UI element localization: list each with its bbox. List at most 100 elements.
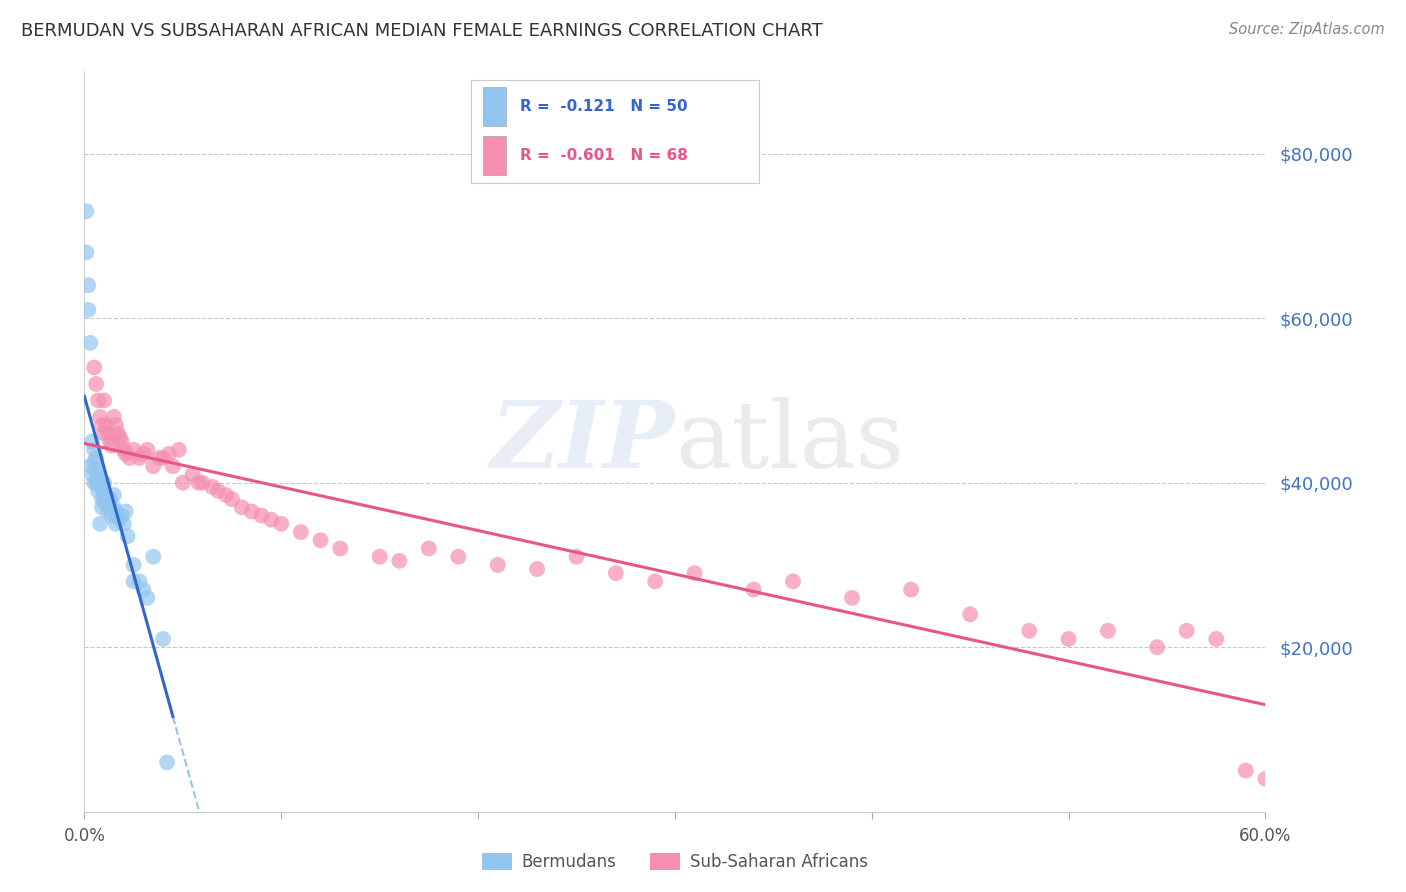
- Point: [250, 508, 273, 523]
- Point: [101, 439, 124, 453]
- Point: [1018, 624, 1040, 638]
- Point: [89, 471, 111, 485]
- Point: [181, 467, 204, 482]
- Point: [111, 508, 134, 523]
- Point: [94, 488, 117, 502]
- Point: [91, 418, 114, 433]
- Point: [91, 492, 114, 507]
- Point: [104, 504, 127, 518]
- Point: [83, 360, 105, 375]
- Point: [103, 488, 125, 502]
- Point: [959, 607, 981, 622]
- Point: [142, 549, 165, 564]
- Point: [207, 483, 229, 498]
- Point: [388, 554, 411, 568]
- Point: [84, 475, 107, 490]
- Point: [93, 393, 115, 408]
- Point: [94, 496, 117, 510]
- Point: [742, 582, 765, 597]
- Point: [108, 430, 131, 444]
- Point: [93, 475, 115, 490]
- Point: [1097, 624, 1119, 638]
- Point: [142, 459, 165, 474]
- Point: [87, 475, 110, 490]
- Point: [114, 504, 136, 518]
- Point: [132, 447, 155, 461]
- Point: [83, 442, 105, 457]
- Point: [231, 500, 253, 515]
- Point: [309, 533, 332, 548]
- Point: [101, 508, 124, 523]
- Point: [136, 591, 159, 605]
- Point: [87, 483, 110, 498]
- Point: [329, 541, 352, 556]
- Point: [107, 508, 129, 523]
- Point: [117, 529, 139, 543]
- Text: R =  -0.601   N = 68: R = -0.601 N = 68: [520, 148, 688, 162]
- Point: [104, 516, 127, 531]
- Text: Source: ZipAtlas.com: Source: ZipAtlas.com: [1229, 22, 1385, 37]
- Point: [84, 376, 107, 391]
- Text: BERMUDAN VS SUBSAHARAN AFRICAN MEDIAN FEMALE EARNINGS CORRELATION CHART: BERMUDAN VS SUBSAHARAN AFRICAN MEDIAN FE…: [21, 22, 823, 40]
- Point: [118, 450, 141, 465]
- Point: [1175, 624, 1198, 638]
- Point: [191, 475, 214, 490]
- Point: [114, 447, 136, 461]
- Text: atlas: atlas: [675, 397, 904, 486]
- Point: [108, 513, 131, 527]
- Point: [447, 549, 470, 564]
- Point: [97, 492, 120, 507]
- Point: [77, 302, 100, 317]
- Point: [841, 591, 863, 605]
- Point: [201, 480, 224, 494]
- Point: [1146, 640, 1168, 655]
- Point: [148, 450, 170, 465]
- Point: [93, 483, 115, 498]
- Point: [270, 516, 292, 531]
- Point: [79, 459, 101, 474]
- Point: [1234, 764, 1257, 778]
- Point: [1254, 772, 1277, 786]
- Point: [89, 409, 111, 424]
- Text: R =  -0.121   N = 50: R = -0.121 N = 50: [520, 99, 688, 114]
- Point: [97, 504, 120, 518]
- Point: [215, 488, 238, 502]
- Point: [900, 582, 922, 597]
- Point: [94, 418, 117, 433]
- Point: [172, 475, 194, 490]
- Point: [152, 450, 174, 465]
- Point: [107, 426, 129, 441]
- Point: [782, 574, 804, 589]
- Point: [97, 426, 120, 441]
- Point: [122, 442, 145, 457]
- Point: [91, 500, 114, 515]
- Point: [221, 492, 243, 507]
- Point: [683, 566, 706, 581]
- Point: [418, 541, 440, 556]
- Point: [82, 467, 104, 482]
- Point: [98, 492, 121, 507]
- Point: [87, 393, 110, 408]
- Point: [93, 426, 115, 441]
- Point: [104, 418, 127, 433]
- Point: [98, 434, 121, 449]
- FancyBboxPatch shape: [482, 136, 506, 175]
- Point: [156, 756, 179, 770]
- Point: [112, 516, 135, 531]
- Point: [122, 558, 145, 572]
- Point: [75, 245, 97, 260]
- Point: [167, 442, 190, 457]
- Point: [75, 204, 97, 219]
- Point: [112, 442, 135, 457]
- Point: [103, 500, 125, 515]
- Point: [644, 574, 666, 589]
- Point: [98, 500, 121, 515]
- Point: [260, 513, 283, 527]
- Text: ZIP: ZIP: [491, 397, 675, 486]
- Point: [162, 459, 184, 474]
- Point: [82, 434, 104, 449]
- Point: [290, 524, 312, 539]
- Point: [89, 516, 111, 531]
- Point: [1205, 632, 1227, 646]
- Point: [526, 562, 548, 576]
